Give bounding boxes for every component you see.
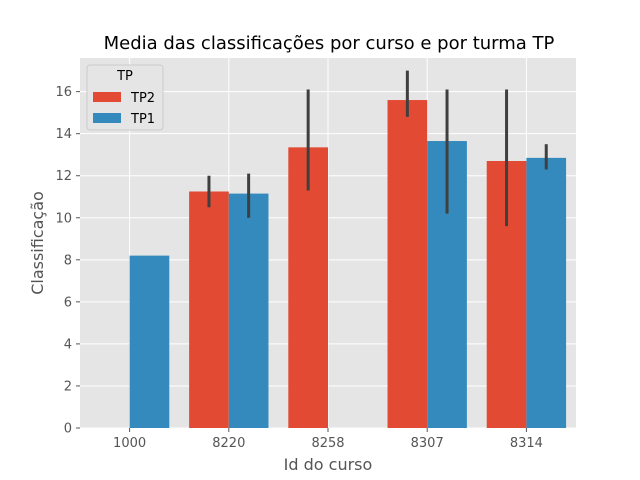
x-axis-label: Id do curso [284,455,373,474]
y-tick-label: 2 [64,379,72,394]
x-tick-label: 8314 [510,436,543,451]
bar-tp1 [228,193,269,428]
x-tick-label: 8307 [411,436,444,451]
y-tick-label: 0 [64,422,72,437]
x-tick-label: 8220 [212,436,245,451]
y-tick-label: 10 [55,211,72,226]
legend-label-tp2: TP2 [130,91,155,106]
y-tick-label: 12 [55,169,72,184]
bar-tp2 [189,191,229,428]
y-tick-label: 8 [64,253,72,268]
bars [129,100,567,429]
y-tick-label: 14 [55,127,72,142]
legend-label-tp1: TP1 [130,112,155,127]
y-tick-label: 16 [55,85,72,100]
legend-title: TP [116,69,133,84]
legend: TP TP2 TP1 [86,64,164,131]
y-axis-label: Classificação [28,191,47,295]
y-tick-label: 4 [64,337,72,352]
chart-title: Media das classificações por curso e por… [104,33,555,54]
x-tick-label: 1000 [113,436,146,451]
y-axis-ticks: 0 2 4 6 8 10 12 14 16 [55,85,80,437]
y-tick-label: 6 [64,295,72,310]
x-tick-label: 8258 [311,436,344,451]
legend-swatch-tp1 [93,113,121,123]
error-bars [207,70,548,227]
bar-tp2 [387,100,428,428]
bar-tp1 [526,157,567,428]
bar-tp2 [288,147,328,428]
x-axis-ticks: 1000 8220 8258 8307 8314 [113,428,543,451]
bar-tp1 [129,255,170,428]
legend-swatch-tp2 [93,92,121,102]
